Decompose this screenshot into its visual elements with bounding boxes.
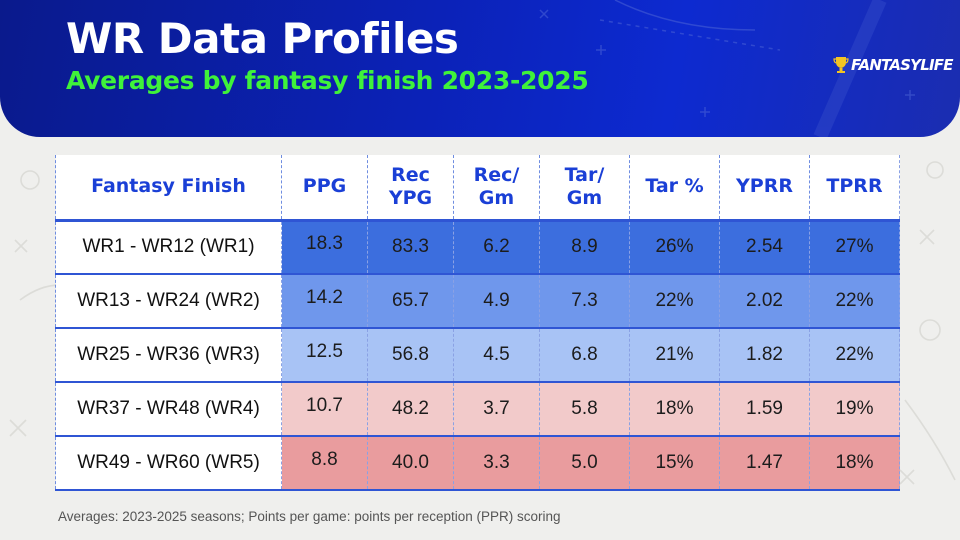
- cell-ppg: 18.3: [281, 220, 368, 274]
- cell-tprr: 22%: [809, 328, 900, 382]
- cell-rec-per-gm: 4.5: [453, 328, 540, 382]
- row-label: WR37 - WR48 (WR4): [55, 382, 282, 436]
- cell-tar-pct: 22%: [629, 274, 720, 328]
- column-header-tprr: TPRR: [809, 155, 900, 220]
- header-decoration: [539, 0, 915, 137]
- cell-tar-pct: 18%: [629, 382, 720, 436]
- header-banner: WR Data Profiles Averages by fantasy fin…: [0, 0, 960, 137]
- cell-ppg: 10.7: [281, 382, 368, 436]
- cell-tar-per-gm: 7.3: [539, 274, 630, 328]
- column-header-tar-pct: Tar %: [629, 155, 720, 220]
- cell-rec-ypg: 56.8: [367, 328, 454, 382]
- cell-tar-per-gm: 6.8: [539, 328, 630, 382]
- cell-rec-per-gm: 4.9: [453, 274, 540, 328]
- table-row: WR1 - WR12 (WR1) 18.3 83.3 6.2 8.9 26% 2.54 27%: [55, 220, 900, 274]
- cell-tprr: 22%: [809, 274, 900, 328]
- cell-ppg: 14.2: [281, 274, 368, 328]
- cell-tar-per-gm: 8.9: [539, 220, 630, 274]
- wr-data-table: Fantasy Finish PPG Rec YPG Rec/Gm Tar/Gm Tar %…: [55, 155, 900, 491]
- page-title: WR Data Profiles: [66, 14, 459, 63]
- row-label: WR1 - WR12 (WR1): [55, 220, 282, 274]
- row-label: WR25 - WR36 (WR3): [55, 328, 282, 382]
- column-header-rec-ypg: Rec YPG: [367, 155, 454, 220]
- cell-rec-per-gm: 3.3: [453, 436, 540, 491]
- cell-yprr: 1.82: [719, 328, 810, 382]
- page-subtitle: Averages by fantasy finish 2023-2025: [66, 66, 589, 95]
- cell-tprr: 19%: [809, 382, 900, 436]
- row-label: WR49 - WR60 (WR5): [55, 436, 282, 491]
- cell-yprr: 2.02: [719, 274, 810, 328]
- table-row: WR49 - WR60 (WR5) 8.8 40.0 3.3 5.0 15% 1.47 18%: [55, 436, 900, 491]
- cell-tprr: 27%: [809, 220, 900, 274]
- cell-rec-ypg: 40.0: [367, 436, 454, 491]
- table-body: WR1 - WR12 (WR1) 18.3 83.3 6.2 8.9 26% 2.54 27%…: [55, 220, 900, 491]
- cell-rec-ypg: 83.3: [367, 220, 454, 274]
- column-header-rec-per-gm: Rec/Gm: [453, 155, 540, 220]
- cell-rec-per-gm: 3.7: [453, 382, 540, 436]
- cell-rec-ypg: 48.2: [367, 382, 454, 436]
- column-header-tar-per-gm: Tar/Gm: [539, 155, 630, 220]
- fantasylife-logo: FANTASYLIFE: [833, 52, 953, 78]
- cell-yprr: 1.59: [719, 382, 810, 436]
- cell-rec-per-gm: 6.2: [453, 220, 540, 274]
- row-label: WR13 - WR24 (WR2): [55, 274, 282, 328]
- logo-text-life: LIFE: [920, 56, 953, 74]
- cell-tar-pct: 21%: [629, 328, 720, 382]
- cell-ppg: 12.5: [281, 328, 368, 382]
- cell-tar-pct: 26%: [629, 220, 720, 274]
- logo-text-fantasy: FANTASY: [851, 56, 921, 74]
- table-row: WR37 - WR48 (WR4) 10.7 48.2 3.7 5.8 18% 1.59 19…: [55, 382, 900, 436]
- cell-tar-per-gm: 5.8: [539, 382, 630, 436]
- logo-wordmark: FANTASYLIFE: [851, 56, 953, 74]
- column-header-yprr: YPRR: [719, 155, 810, 220]
- cell-ppg: 8.8: [281, 436, 368, 491]
- footnote: Averages: 2023-2025 seasons; Points per …: [58, 509, 561, 524]
- cell-tar-per-gm: 5.0: [539, 436, 630, 491]
- column-header-ppg: PPG: [281, 155, 368, 220]
- cell-tar-pct: 15%: [629, 436, 720, 491]
- cell-rec-ypg: 65.7: [367, 274, 454, 328]
- cell-yprr: 1.47: [719, 436, 810, 491]
- table-header-row: Fantasy Finish PPG Rec YPG Rec/Gm Tar/Gm Tar %…: [55, 155, 900, 220]
- trophy-icon: [833, 57, 849, 73]
- cell-tprr: 18%: [809, 436, 900, 491]
- table-row: WR13 - WR24 (WR2) 14.2 65.7 4.9 7.3 22% 2.02 22…: [55, 274, 900, 328]
- column-header-fantasy-finish: Fantasy Finish: [55, 155, 282, 220]
- cell-yprr: 2.54: [719, 220, 810, 274]
- table-row: WR25 - WR36 (WR3) 12.5 56.8 4.5 6.8 21% 1.82 22…: [55, 328, 900, 382]
